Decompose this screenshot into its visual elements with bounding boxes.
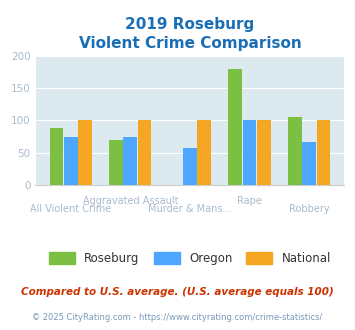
Legend: Roseburg, Oregon, National: Roseburg, Oregon, National [44,247,336,270]
Text: Aggravated Assault: Aggravated Assault [83,196,178,206]
Text: Compared to U.S. average. (U.S. average equals 100): Compared to U.S. average. (U.S. average … [21,287,334,297]
Text: Robbery: Robbery [289,204,329,214]
Bar [197,120,211,185]
Text: Rape: Rape [237,196,262,206]
Text: All Violent Crime: All Violent Crime [30,204,111,214]
Bar [109,140,123,185]
Bar [317,120,330,185]
Bar [138,120,152,185]
Text: © 2025 CityRating.com - https://www.cityrating.com/crime-statistics/: © 2025 CityRating.com - https://www.city… [32,313,323,322]
Bar [243,120,256,185]
Bar [183,148,197,185]
Bar [78,120,92,185]
Bar [64,137,77,185]
Bar [257,120,271,185]
Bar [302,142,316,185]
Bar [124,137,137,185]
Title: 2019 Roseburg
Violent Crime Comparison: 2019 Roseburg Violent Crime Comparison [78,17,301,51]
Bar [228,69,242,185]
Bar [288,117,302,185]
Text: Murder & Mans...: Murder & Mans... [148,204,232,214]
Bar [50,128,63,185]
